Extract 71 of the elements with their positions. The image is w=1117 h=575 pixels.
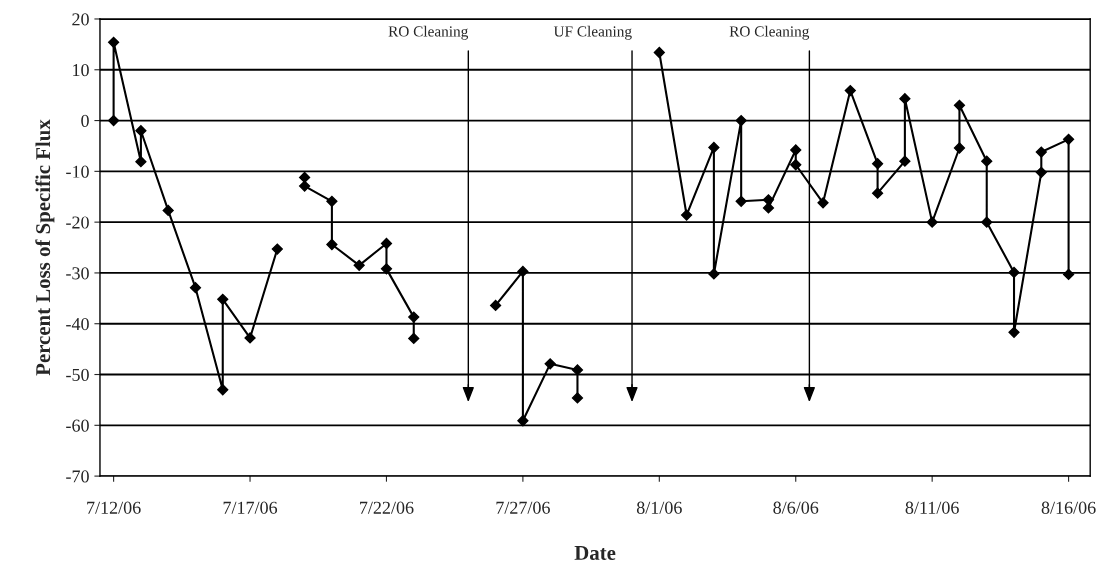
x-tick-label: 7/12/06: [87, 501, 141, 514]
point: [817, 197, 829, 209]
y-axis-title: Percent Loss of Specific Flux: [35, 119, 55, 376]
ref-line-label: RO Cleaning: [729, 25, 810, 40]
point: [490, 299, 502, 312]
point: [1062, 133, 1075, 145]
point: [735, 195, 747, 207]
x-tick-label: 8/6/06: [773, 501, 819, 514]
y-tick-label: -40: [66, 317, 89, 331]
point: [871, 158, 884, 170]
point: [217, 384, 229, 396]
point: [380, 237, 393, 250]
point: [408, 311, 420, 323]
point: [326, 195, 338, 207]
point: [844, 84, 856, 97]
x-tick-label: 7/27/06: [496, 501, 550, 514]
point: [790, 144, 802, 156]
point: [108, 36, 120, 48]
ref-line-label: RO Cleaning: [388, 25, 469, 40]
point: [790, 159, 802, 171]
x-axis-title: Date: [574, 546, 616, 560]
point: [981, 155, 993, 167]
point: [299, 180, 311, 192]
point: [380, 263, 393, 275]
point: [680, 209, 693, 221]
point: [353, 259, 365, 271]
point: [1008, 266, 1020, 279]
point: [899, 155, 911, 167]
point: [544, 358, 556, 370]
point: [735, 114, 747, 127]
ref-line-label: UF Cleaning: [553, 25, 632, 40]
y-tick-label: -30: [66, 267, 89, 280]
point: [517, 415, 529, 427]
point: [217, 293, 229, 305]
point: [189, 282, 202, 294]
point: [1035, 166, 1047, 178]
x-tick-label: 8/1/06: [636, 501, 682, 514]
point: [653, 46, 665, 59]
point: [408, 332, 420, 345]
point: [708, 141, 720, 154]
point: [953, 142, 966, 154]
point: [108, 114, 120, 127]
point: [517, 265, 529, 278]
point: [871, 187, 884, 199]
point: [1062, 268, 1075, 281]
point: [981, 216, 993, 228]
y-tick-label: -60: [66, 419, 89, 432]
point: [135, 156, 147, 168]
x-tick-label: 8/16/06: [1041, 501, 1096, 514]
point: [953, 99, 966, 111]
y-tick-label: 20: [72, 13, 89, 26]
x-tick-label: 7/22/06: [360, 501, 414, 514]
point: [571, 392, 584, 404]
y-tick-label: 10: [73, 64, 89, 77]
point: [162, 204, 174, 217]
y-tick-label: 0: [81, 114, 89, 127]
point: [1008, 326, 1020, 338]
y-tick-label: -70: [66, 470, 89, 483]
point: [1035, 146, 1047, 158]
point: [926, 216, 938, 228]
point: [135, 125, 147, 137]
y-tick-label: -10: [66, 165, 89, 178]
point: [326, 238, 338, 251]
point: [708, 268, 720, 280]
y-tick-label: -20: [66, 216, 89, 229]
point: [271, 243, 283, 255]
y-tick-label: -50: [66, 368, 89, 381]
x-tick-label: 8/11/06: [905, 501, 959, 514]
point: [899, 93, 911, 105]
x-tick-label: 7/17/06: [223, 501, 278, 514]
point: [762, 202, 775, 214]
